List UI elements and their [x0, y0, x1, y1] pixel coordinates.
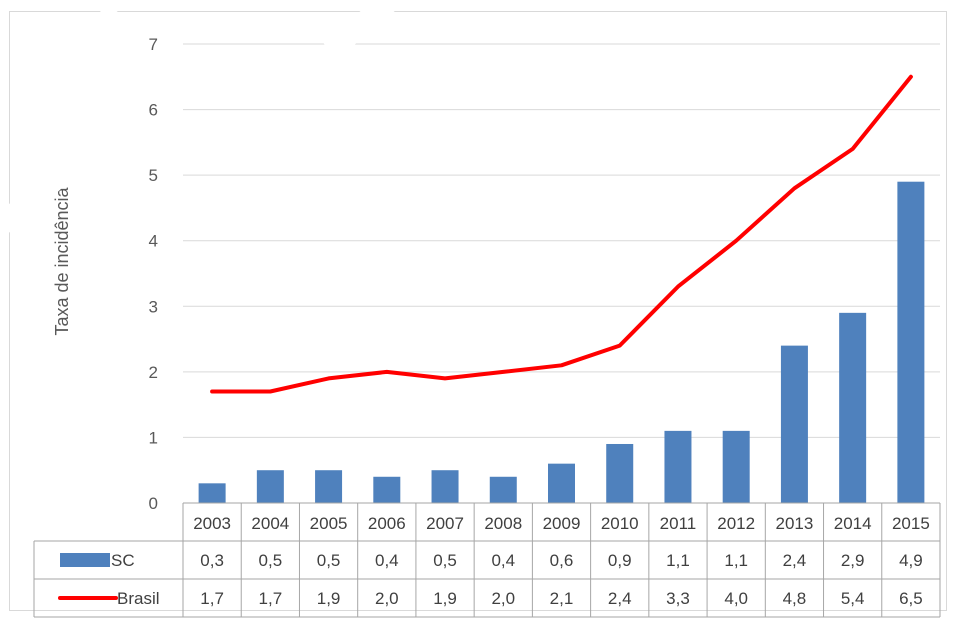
data-label: 0,5	[259, 551, 283, 570]
data-label: 3,3	[666, 589, 690, 608]
legend-key-sc	[60, 553, 110, 567]
data-label: 0,5	[433, 551, 457, 570]
data-label: 2,0	[375, 589, 399, 608]
x-tick-label: 2012	[717, 514, 755, 533]
data-label: 1,1	[666, 551, 690, 570]
y-tick-label: 0	[149, 494, 158, 513]
y-tick-label: 1	[149, 428, 158, 447]
y-tick-label: 2	[149, 363, 158, 382]
bar-sc	[722, 430, 750, 503]
data-label: 2,0	[491, 589, 515, 608]
y-axis-title: Taxa de incidência	[52, 186, 72, 335]
x-tick-label: 2006	[368, 514, 406, 533]
legend-label: SC	[111, 551, 135, 570]
bar-sc	[780, 345, 808, 503]
x-tick-label: 2013	[776, 514, 814, 533]
data-label: 6,5	[899, 589, 923, 608]
legend-label: Brasil	[117, 589, 160, 608]
data-label: 4,9	[899, 551, 923, 570]
x-tick-label: 2004	[251, 514, 289, 533]
bar-sc	[664, 430, 692, 503]
x-tick-label: 2003	[193, 514, 231, 533]
data-label: 1,9	[317, 589, 341, 608]
chart-frame	[9, 11, 947, 611]
data-label: 0,6	[550, 551, 574, 570]
x-tick-label: 2005	[310, 514, 348, 533]
x-tick-label: 2011	[660, 514, 697, 533]
bar-sc	[606, 443, 634, 503]
x-tick-label: 2009	[543, 514, 581, 533]
bar-sc	[431, 470, 459, 503]
bar-sc	[198, 483, 226, 503]
y-tick-label: 3	[149, 297, 158, 316]
bar-sc	[839, 312, 867, 503]
bar-sc	[548, 463, 575, 503]
data-label: 2,1	[550, 589, 574, 608]
data-label: 0,5	[317, 551, 341, 570]
data-label: 2,9	[841, 551, 865, 570]
y-tick-label: 4	[149, 232, 158, 251]
data-label: 5,4	[841, 589, 865, 608]
x-tick-label: 2014	[834, 514, 872, 533]
data-label: 2,4	[783, 551, 807, 570]
data-label: 4,0	[724, 589, 748, 608]
y-tick-label: 6	[149, 101, 158, 120]
bar-sc	[897, 181, 925, 503]
bar-sc	[315, 470, 343, 503]
y-tick-label: 5	[149, 166, 158, 185]
data-label: 0,9	[608, 551, 632, 570]
x-tick-label: 2008	[484, 514, 522, 533]
data-label: 1,1	[724, 551, 748, 570]
x-tick-label: 2007	[426, 514, 464, 533]
data-label: 1,7	[259, 589, 283, 608]
x-tick-label: 2010	[601, 514, 639, 533]
bar-sc	[256, 470, 284, 503]
bar-sc	[373, 476, 401, 503]
y-tick-label: 7	[149, 35, 158, 54]
data-label: 0,4	[491, 551, 515, 570]
data-label: 1,9	[433, 589, 457, 608]
data-label: 2,4	[608, 589, 632, 608]
data-label: 4,8	[783, 589, 807, 608]
x-tick-label: 2015	[892, 514, 930, 533]
data-label: 1,7	[200, 589, 224, 608]
data-label: 0,4	[375, 551, 399, 570]
line-brasil	[210, 74, 913, 394]
bar-sc	[489, 476, 517, 503]
data-label: 0,3	[200, 551, 224, 570]
